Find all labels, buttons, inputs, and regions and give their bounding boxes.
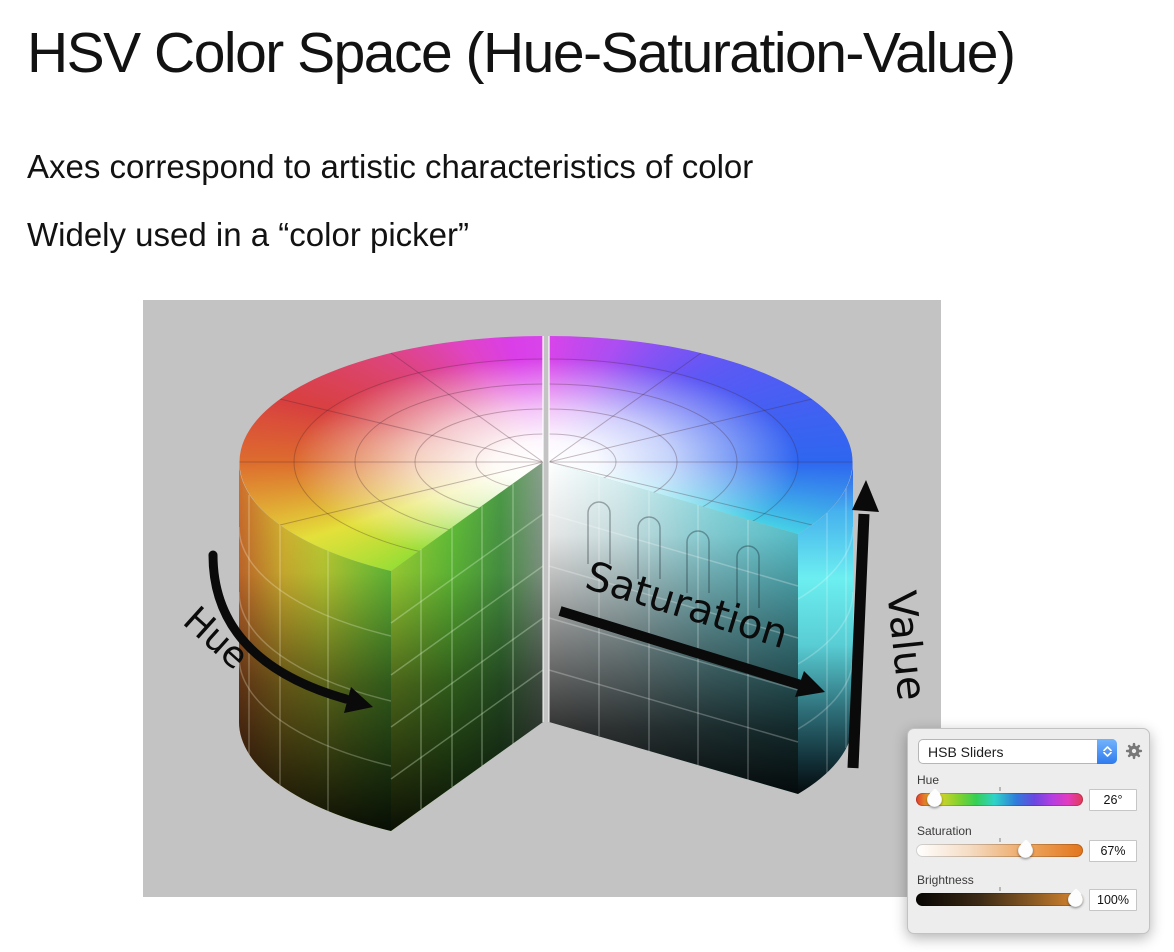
cylinder-drawing: Hue Saturation Value [175,336,935,831]
brightness-slider-track[interactable] [916,887,1083,907]
right-cylinder-wall [798,462,853,794]
bullet-line-2: Widely used in a “color picker” [27,216,469,253]
hsv-cylinder-figure: Hue Saturation Value [143,300,941,897]
top-grid-right [549,352,853,534]
color-picker-panel: HSB Sliders Hue 26° Saturation 67% Brigh… [907,728,1150,934]
hue-slider-label: Hue [917,773,940,787]
saturation-slider-track[interactable] [916,838,1083,858]
saturation-value-field[interactable]: 67% [1089,840,1137,862]
slider-center-tick [998,887,1001,891]
slide-title: HSV Color Space (Hue-Saturation-Value) [27,21,1016,85]
top-grid-left [239,352,543,566]
saturation-slider-label: Saturation [917,824,972,838]
dropdown-stepper-icon [1097,739,1117,764]
value-arrow [847,480,879,769]
slider-center-tick [998,787,1001,791]
brightness-slider-thumb[interactable] [1068,892,1083,907]
keyhole-grooves [587,501,760,608]
slider-mode-dropdown[interactable]: HSB Sliders [918,739,1117,764]
hue-arrow [208,550,373,713]
value-axis-label: Value [877,589,934,703]
gear-icon[interactable] [1125,742,1143,760]
hue-cut-face [390,462,544,831]
brightness-value-field[interactable]: 100% [1089,889,1137,911]
saturation-slider-thumb[interactable] [1018,843,1033,858]
brightness-slider-label: Brightness [917,873,974,887]
hue-slider-track[interactable] [916,787,1083,807]
hue-slider-thumb[interactable] [927,792,942,807]
saturation-cut-face [548,462,799,794]
left-cylinder-wall [239,462,391,831]
slider-center-tick [998,838,1001,842]
hue-value-field[interactable]: 26° [1089,789,1137,811]
bullet-line-1: Axes correspond to artistic characterist… [27,148,754,185]
dropdown-selected-value: HSB Sliders [928,743,1004,760]
saturation-arrow [558,606,825,697]
